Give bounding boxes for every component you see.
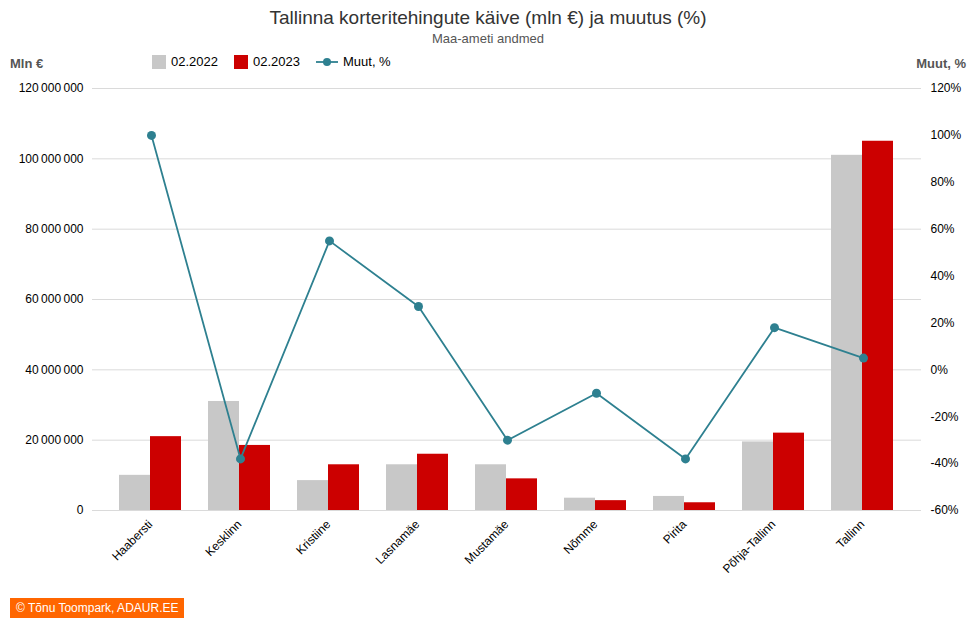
svg-text:20%: 20% (931, 316, 955, 330)
svg-text:Lasnamäe: Lasnamäe (373, 517, 423, 567)
svg-text:-40%: -40% (931, 456, 959, 470)
html-text:02.2023: 02.2023 (253, 54, 300, 69)
html-text:Mln €: Mln € (10, 56, 44, 71)
html-text:Tallinna korteritehingute käiv: Tallinna korteritehingute käive (mln €) … (269, 7, 707, 28)
svg-text:100 000 000: 100 000 000 (19, 152, 84, 166)
svg-text:Põhja-Tallinn: Põhja-Tallinn (720, 517, 778, 575)
svg-text:Pirita: Pirita (660, 517, 689, 546)
html-text:© Tõnu Toompark, ADAUR.EE: © Tõnu Toompark, ADAUR.EE (16, 601, 179, 615)
svg-text:Kesklinn: Kesklinn (202, 517, 244, 559)
svg-text:0: 0 (77, 503, 84, 517)
svg-text:120%: 120% (931, 81, 962, 95)
svg-text:-60%: -60% (931, 503, 959, 517)
svg-text:40 000 000: 40 000 000 (25, 363, 84, 377)
svg-text:60 000 000: 60 000 000 (25, 292, 84, 306)
svg-text:120 000 000: 120 000 000 (19, 81, 84, 95)
svg-text:100%: 100% (931, 128, 962, 142)
svg-text:20 000 000: 20 000 000 (25, 433, 84, 447)
svg-text:Tallinn: Tallinn (833, 517, 867, 551)
svg-text:60%: 60% (931, 222, 955, 236)
svg-text:40%: 40% (931, 269, 955, 283)
svg-text:-20%: -20% (931, 410, 959, 424)
svg-text:80 000 000: 80 000 000 (25, 222, 84, 236)
svg-text:80%: 80% (931, 175, 955, 189)
svg-text:0%: 0% (931, 363, 949, 377)
svg-text:Mustamäe: Mustamäe (462, 517, 512, 567)
html-text:02.2022: 02.2022 (171, 54, 218, 69)
svg-text:Kristiine: Kristiine (293, 517, 333, 557)
svg-text:Haabersti: Haabersti (109, 517, 155, 563)
html-text:Muut, %: Muut, % (916, 56, 966, 71)
svg-text:Nõmme: Nõmme (561, 517, 601, 557)
html-text:Muut, %: Muut, % (343, 54, 391, 69)
html-text:Maa-ameti andmed: Maa-ameti andmed (432, 31, 544, 46)
